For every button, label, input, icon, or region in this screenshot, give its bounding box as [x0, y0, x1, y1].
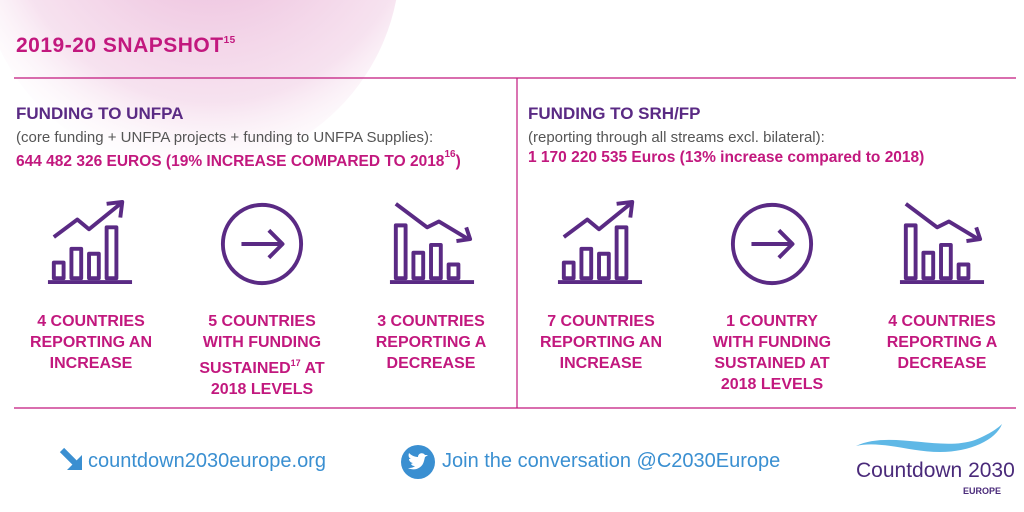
panel-amount: 644 482 326 EUROS (19% INCREASE COMPARED… [16, 149, 461, 170]
stat-label: 4 COUNTRIES REPORTING AN INCREASE [29, 313, 153, 372]
panel: FUNDING TO SRH/FP (reporting through all… [528, 104, 924, 167]
increase-icon [46, 199, 134, 285]
panel: FUNDING TO UNFPA (core funding + UNFPA p… [16, 104, 461, 171]
panel-amount: 1 170 220 535 Euros (13% increase compar… [528, 149, 925, 166]
stat-label: 7 COUNTRIES REPORTING AN INCREASE [539, 313, 663, 372]
decrease-icon [898, 201, 986, 285]
pink-blob [0, 0, 397, 170]
stat-label: 3 COUNTRIES REPORTING A DECREASE [375, 313, 487, 372]
panel-heading: FUNDING TO UNFPA [16, 104, 184, 123]
logo-wave [856, 424, 1002, 452]
sustained-icon [730, 202, 814, 286]
website-link[interactable]: countdown2030europe.org [88, 450, 326, 472]
logo-text: Countdown 2030 [856, 459, 1015, 482]
twitter-icon [401, 445, 435, 479]
panel-note: (core funding + UNFPA projects + funding… [16, 129, 434, 146]
panel-heading: FUNDING TO SRH/FP [528, 104, 701, 123]
stat-label: 5 COUNTRIES WITH FUNDING SUSTAINED17 AT 201… [199, 313, 325, 398]
panel-note: (reporting through all streams excl. bil… [528, 129, 825, 146]
stat-label: 4 COUNTRIES REPORTING A DECREASE [886, 313, 998, 372]
twitter-link[interactable]: Join the conversation @C2030Europe [442, 450, 781, 472]
title: 2019-20 SNAPSHOT15 [16, 34, 236, 57]
increase-icon [556, 199, 644, 285]
sustained-icon [220, 202, 304, 286]
stat-label: 1 COUNTRY WITH FUNDING SUSTAINED AT 2018 LE… [712, 313, 832, 393]
logo-subtext: EUROPE [963, 486, 1002, 496]
link-arrow-icon [59, 447, 82, 470]
decrease-icon [388, 201, 476, 285]
